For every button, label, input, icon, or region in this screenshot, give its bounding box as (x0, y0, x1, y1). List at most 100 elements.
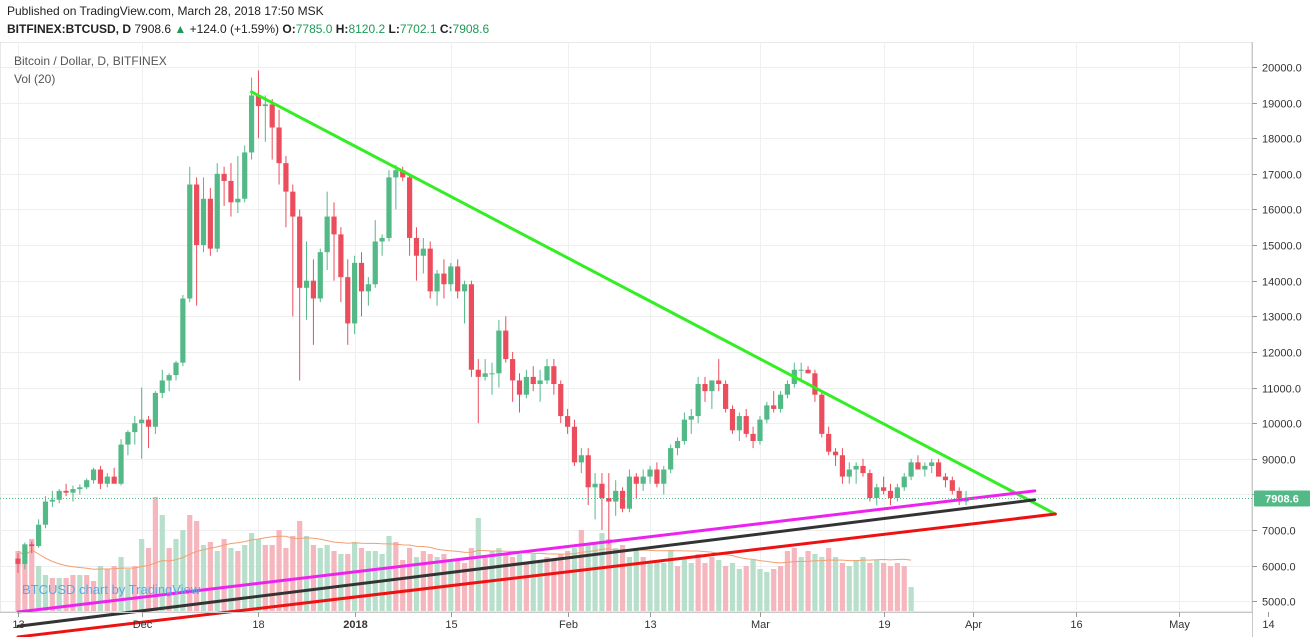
plot-area[interactable] (0, 42, 1253, 613)
candle-body (510, 359, 516, 381)
candle (228, 163, 234, 217)
time-tick-label: 13 (12, 619, 24, 631)
candle (867, 469, 873, 502)
volume-bar (420, 551, 426, 611)
candle-body (420, 248, 426, 256)
candle (317, 248, 323, 303)
candle (654, 462, 660, 488)
candle (523, 369, 529, 399)
candle (468, 280, 475, 377)
candle (805, 366, 811, 374)
volume-bar (324, 545, 330, 611)
price-axis-panel[interactable] (1253, 42, 1312, 637)
candle-body (496, 330, 502, 374)
up-arrow-icon: ▲ (174, 22, 187, 36)
candle-body (695, 384, 701, 417)
candle (839, 448, 845, 484)
candle-body (70, 489, 76, 493)
candle-body (365, 284, 371, 292)
candle (283, 156, 289, 228)
volume-bar (881, 563, 887, 611)
volume-bar (647, 563, 653, 611)
close-label: C: (439, 22, 453, 36)
candle (729, 405, 736, 434)
candle-body (145, 419, 152, 427)
candle (516, 373, 523, 413)
candle-body (77, 487, 83, 490)
symbol-label: BITFINEX:BTCUSD, D (7, 22, 131, 36)
candle (427, 241, 433, 299)
candle (826, 426, 832, 456)
volume-bar (228, 548, 234, 611)
candle (345, 259, 351, 345)
candle (551, 359, 557, 395)
close-value: 7908.6 (452, 22, 490, 36)
volume-bar (214, 551, 220, 611)
candle-body (723, 384, 729, 409)
time-tick-label: Apr (965, 619, 982, 631)
candle-body (56, 490, 62, 500)
volume-bar (709, 557, 715, 611)
candle (180, 294, 186, 367)
candle (111, 467, 117, 484)
volume-bar (317, 548, 323, 611)
candle-body (406, 177, 413, 238)
volume-bar (413, 557, 420, 611)
candle-body (214, 173, 220, 249)
candle (743, 408, 749, 438)
volume-bar (839, 563, 845, 611)
time-tick-label: 19 (878, 619, 890, 631)
candle (36, 519, 42, 548)
volume-bar (276, 530, 282, 611)
candle-body (413, 237, 420, 256)
candle-body (537, 380, 543, 384)
volume-bar (200, 545, 207, 611)
volume-bar (729, 563, 736, 611)
candle-body (764, 405, 770, 420)
candle-body (668, 448, 674, 470)
candle (757, 416, 763, 445)
volume-bar (290, 536, 296, 611)
volume-bar (681, 557, 687, 611)
volume-bar (626, 557, 633, 611)
candle (331, 202, 337, 281)
trendlines[interactable] (16, 90, 1057, 637)
volume-bar (688, 563, 694, 611)
price-tick-label: 7000.0 (1262, 526, 1296, 538)
price-tick-label: 5000.0 (1262, 597, 1296, 609)
candle (152, 391, 158, 434)
candle-body (29, 544, 35, 547)
volume-moving-average-line (17, 535, 912, 570)
volume-bar (750, 560, 756, 611)
price-tick-label: 9000.0 (1262, 455, 1296, 467)
time-tick-label: 18 (252, 619, 264, 631)
candle (537, 369, 543, 402)
time-axis[interactable]: 13 Dec 18 2018 15 Feb 13 Mar 19 Apr 16 May 14 (12, 612, 1275, 631)
candle-body (619, 490, 626, 509)
candle-body (358, 262, 365, 292)
candle-body (434, 273, 440, 292)
price-tick-label: 16000.0 (1262, 205, 1302, 217)
low-value: 7702.1 (399, 22, 437, 36)
volume-bar (640, 557, 646, 611)
volume-bar (826, 548, 832, 611)
candle (441, 259, 447, 299)
candle-body (303, 280, 310, 288)
price-axis[interactable]: 5000.06000.07000.08000.09000.010000.0110… (1252, 63, 1302, 609)
candle (290, 184, 296, 317)
candle (935, 458, 942, 477)
candle-body (901, 476, 907, 488)
candle-body (331, 216, 337, 235)
last-price: 7908.6 (134, 22, 172, 36)
candle-body (290, 191, 296, 217)
candle (846, 462, 852, 484)
volume-bar (441, 554, 447, 611)
price-tick-label: 15000.0 (1262, 241, 1302, 253)
candle (750, 426, 756, 449)
candle (571, 419, 578, 466)
price-chart[interactable]: 5000.06000.07000.08000.09000.010000.0110… (0, 42, 1312, 637)
candle (461, 280, 468, 324)
candle-body (571, 426, 578, 463)
candle-body (839, 455, 845, 477)
candle-body (688, 416, 694, 420)
